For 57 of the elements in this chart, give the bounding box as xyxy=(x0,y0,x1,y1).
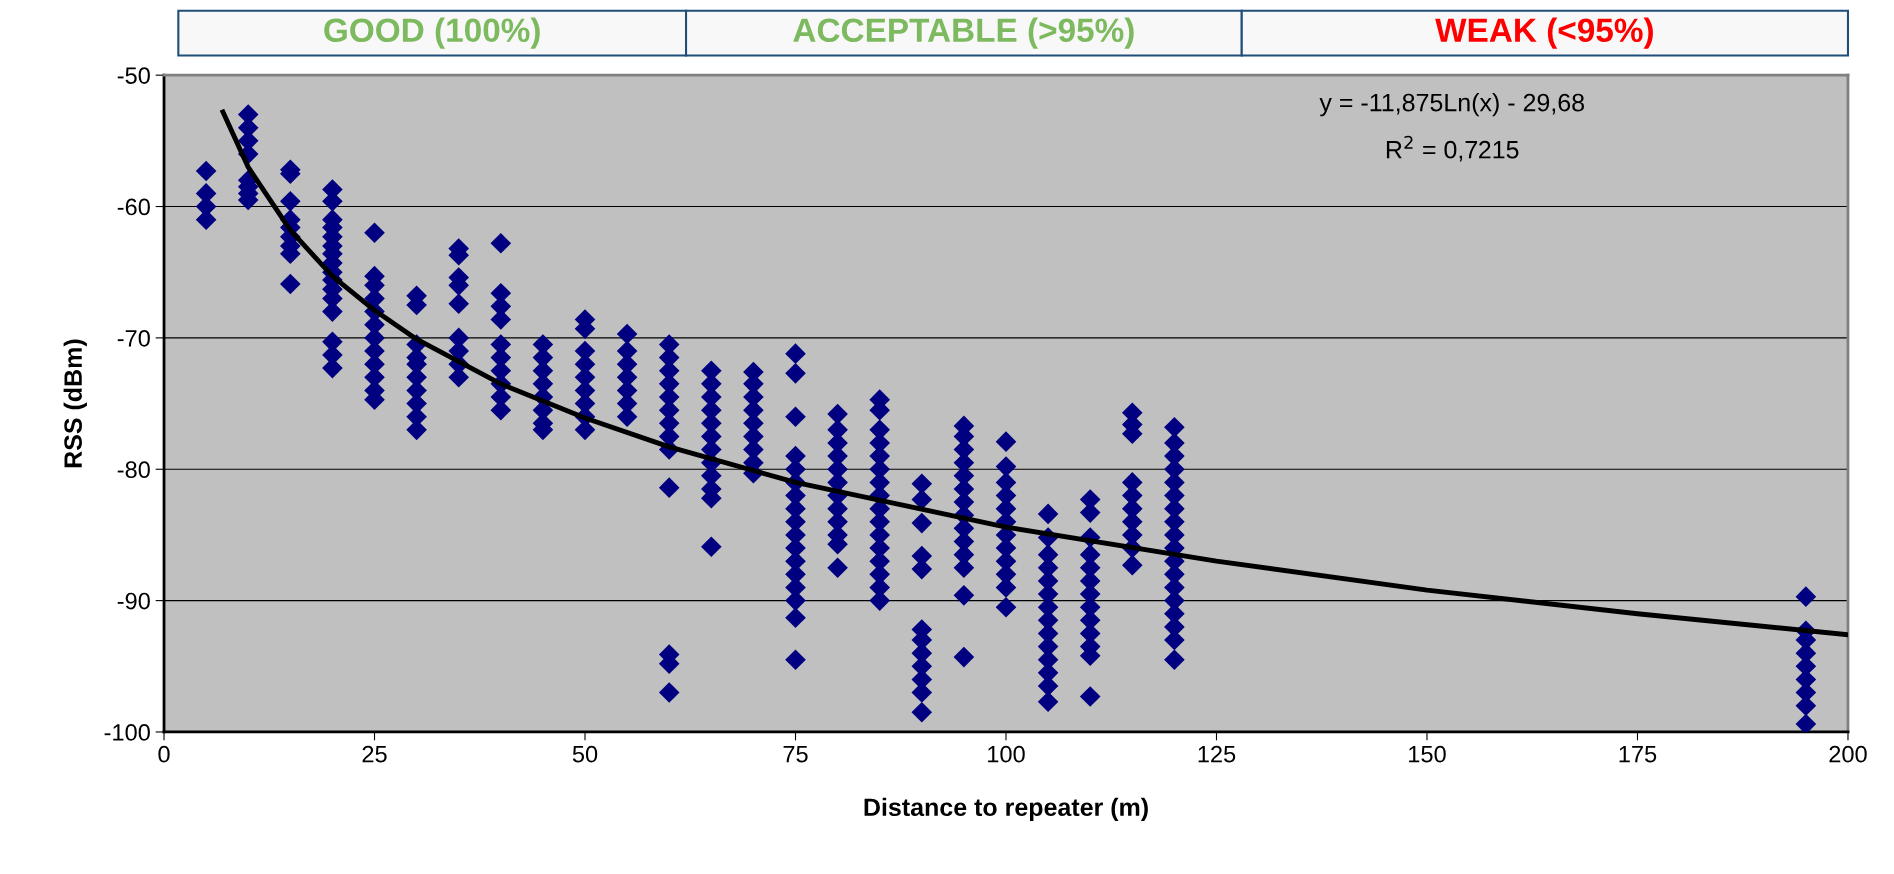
point xyxy=(785,649,806,671)
point xyxy=(448,293,470,315)
point xyxy=(364,222,385,244)
x-tick-label: 125 xyxy=(1198,745,1236,763)
point xyxy=(280,190,301,212)
x-tick-label: 75 xyxy=(783,746,808,763)
x-tick-label: 25 xyxy=(362,745,387,763)
point xyxy=(1121,554,1143,576)
point xyxy=(1795,586,1817,607)
point xyxy=(911,512,933,534)
y-tick-label: -90 xyxy=(117,592,150,610)
point xyxy=(490,233,512,254)
point xyxy=(1164,416,1185,438)
point xyxy=(785,343,806,364)
point xyxy=(1164,649,1185,671)
point xyxy=(616,323,638,345)
x-tick-label: 150 xyxy=(1409,745,1446,763)
annotation: R$^{2}$ = 0,7215 xyxy=(1386,135,1519,162)
point xyxy=(785,363,806,384)
point xyxy=(280,273,301,295)
y-tick-label: -50 xyxy=(117,67,150,84)
text: GOOD (100%) xyxy=(324,17,540,49)
point xyxy=(658,682,680,703)
point xyxy=(995,431,1017,452)
annotation: y = -11,875Ln(x) - 29,68 xyxy=(1319,93,1585,117)
x-axis-title: Distance to repeater (m) xyxy=(864,797,1148,822)
point xyxy=(1037,691,1059,713)
y-tick-label: -80 xyxy=(117,461,150,479)
point xyxy=(827,403,848,425)
x-tick-label: 50 xyxy=(572,745,598,763)
x-tick-label: 175 xyxy=(1619,746,1657,763)
y-tick-label: -70 xyxy=(117,329,150,347)
point xyxy=(1079,686,1101,707)
point xyxy=(827,557,848,579)
point xyxy=(995,596,1017,618)
point xyxy=(785,607,806,628)
y-tick-label: -60 xyxy=(117,198,150,216)
point xyxy=(1037,503,1059,525)
y-tick-label: -100 xyxy=(104,724,150,741)
point xyxy=(911,489,933,510)
text: WEAK (<95%) xyxy=(1435,17,1653,49)
point xyxy=(195,160,217,182)
x-tick-label: 200 xyxy=(1829,745,1867,763)
point xyxy=(1795,713,1817,732)
point xyxy=(911,701,933,723)
point xyxy=(785,406,806,428)
point xyxy=(448,367,470,388)
point xyxy=(701,536,722,558)
y-axis-title: RSS (dBm) xyxy=(63,339,87,468)
point xyxy=(953,585,975,606)
point xyxy=(995,456,1017,477)
point xyxy=(911,473,933,494)
x-tick-label: 100 xyxy=(988,745,1025,763)
point xyxy=(658,477,680,498)
point xyxy=(953,646,975,668)
x-tick-label: 0 xyxy=(158,745,170,763)
text: ACCEPTABLE (>95%) xyxy=(793,17,1134,49)
